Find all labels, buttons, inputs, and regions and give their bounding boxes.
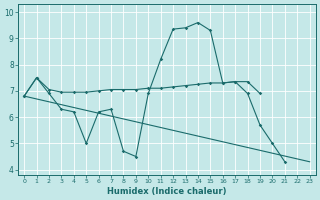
X-axis label: Humidex (Indice chaleur): Humidex (Indice chaleur) — [107, 187, 227, 196]
